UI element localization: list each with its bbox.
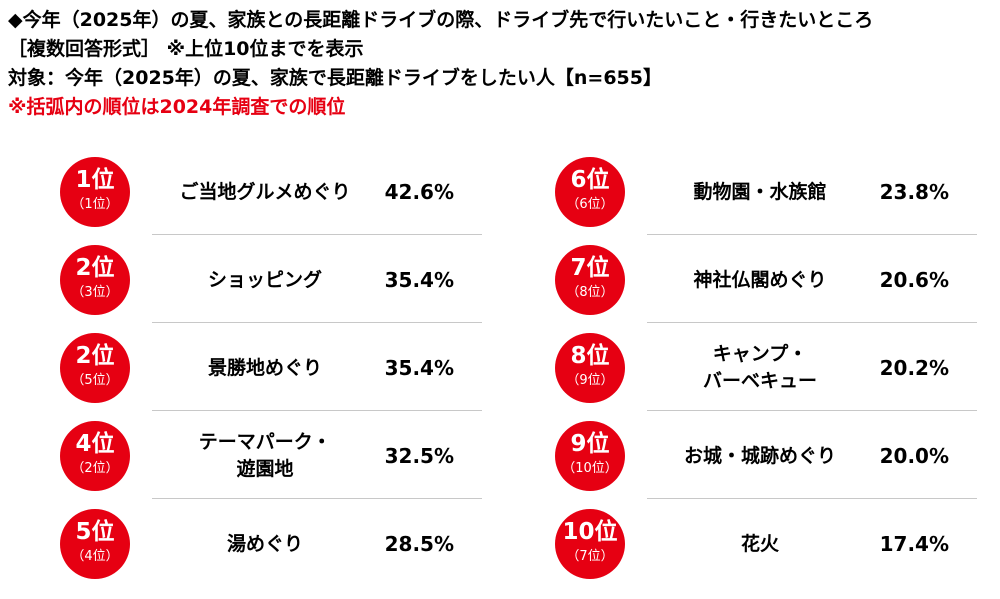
previous-rank-label: （6位） [566,197,614,212]
row-divider [152,234,482,235]
item-percentage: 32.5% [384,444,454,468]
item-percentage: 35.4% [384,356,454,380]
item-percentage: 20.6% [879,268,949,292]
row-divider [647,234,977,235]
rank-badge: 6位 （6位） [555,157,625,227]
ranking-row: 5位 （4位） 湯めぐり 28.5% [60,509,500,597]
rank-label: 2位 [75,255,115,281]
ranking-row: 7位 （8位） 神社仏閣めぐり 20.6% [555,245,995,333]
rank-badge: 5位 （4位） [60,509,130,579]
rank-label: 7位 [570,255,610,281]
item-percentage: 17.4% [879,532,949,556]
rank-label: 5位 [75,519,115,545]
item-percentage: 20.0% [879,444,949,468]
previous-rank-label: （2位） [71,461,119,476]
ranking-row: 10位 （7位） 花火 17.4% [555,509,995,597]
item-name: 湯めぐり [160,509,370,579]
ranking-row: 9位 （10位） お城・城跡めぐり 20.0% [555,421,995,509]
item-name: ご当地グルメめぐり [160,157,370,227]
rank-label: 8位 [570,343,610,369]
rank-badge: 2位 （5位） [60,333,130,403]
item-name-line: 花火 [740,532,779,555]
chart-header: ◆今年（2025年）の夏、家族との長距離ドライブの際、ドライブ先で行いたいこと・… [8,6,873,122]
item-name-line: 動物園・水族館 [693,180,827,203]
item-name-line: ショッピング [207,268,322,291]
previous-rank-label: （1位） [71,197,119,212]
row-divider [152,322,482,323]
item-percentage: 28.5% [384,532,454,556]
rank-label: 4位 [75,431,115,457]
ranking-note: ※括弧内の順位は2024年調査での順位 [8,96,346,118]
row-divider [152,498,482,499]
rank-label: 10位 [562,519,618,545]
item-percentage: 42.6% [384,180,454,204]
rank-badge: 4位 （2位） [60,421,130,491]
ranking-row: 4位 （2位） テーマパーク・ 遊園地 32.5% [60,421,500,509]
previous-rank-label: （3位） [71,285,119,300]
previous-rank-label: （10位） [562,461,618,476]
item-percentage: 35.4% [384,268,454,292]
rank-label: 9位 [570,431,610,457]
rank-badge: 9位 （10位） [555,421,625,491]
rank-badge: 1位 （1位） [60,157,130,227]
item-name: テーマパーク・ 遊園地 [160,421,370,491]
item-name-line: 湯めぐり [226,532,303,555]
previous-rank-label: （5位） [71,373,119,388]
target-line: 対象：今年（2025年）の夏、家族で長距離ドライブをしたい人【n=655】 [8,67,662,89]
previous-rank-label: （4位） [71,549,119,564]
rank-badge: 8位 （9位） [555,333,625,403]
previous-rank-label: （8位） [566,285,614,300]
chart-title: ◆今年（2025年）の夏、家族との長距離ドライブの際、ドライブ先で行いたいこと・… [8,9,874,31]
item-name: ショッピング [160,245,370,315]
ranking-row: 1位 （1位） ご当地グルメめぐり 42.6% [60,157,500,245]
item-name-line: キャンプ・ [712,343,808,365]
ranking-row: 2位 （5位） 景勝地めぐり 35.4% [60,333,500,421]
ranking-row: 2位 （3位） ショッピング 35.4% [60,245,500,333]
rank-label: 1位 [75,167,115,193]
item-name: お城・城跡めぐり [655,421,865,491]
item-name: 景勝地めぐり [160,333,370,403]
item-name-line: 神社仏閣めぐり [693,268,827,291]
chart-subtitle: ［複数回答形式］ ※上位10位までを表示 [8,38,364,60]
item-name: 動物園・水族館 [655,157,865,227]
item-name-line: お城・城跡めぐり [683,444,836,467]
item-name-line: 景勝地めぐり [207,356,322,379]
item-name: キャンプ・バーベキュー [655,333,865,403]
previous-rank-label: （7位） [566,549,614,564]
rank-label: 2位 [75,343,115,369]
previous-rank-label: （9位） [566,373,614,388]
ranking-column-right: 6位 （6位） 動物園・水族館 23.8% 7位 （8位） 神社仏閣めぐり 20.6% 8位 （9… [555,157,995,597]
ranking-column-left: 1位 （1位） ご当地グルメめぐり 42.6% 2位 （3位） ショッピング 35.4% 2位 （… [60,157,500,597]
item-percentage: 23.8% [879,180,949,204]
ranking-row: 8位 （9位） キャンプ・バーベキュー 20.2% [555,333,995,421]
rank-badge: 10位 （7位） [555,509,625,579]
rank-label: 6位 [570,167,610,193]
item-name-line: バーベキュー [702,370,817,392]
row-divider [152,410,482,411]
rank-badge: 7位 （8位） [555,245,625,315]
item-name: 神社仏閣めぐり [655,245,865,315]
item-name-line: テーマパーク・ [198,431,332,453]
row-divider [647,498,977,499]
row-divider [647,322,977,323]
item-name: 花火 [655,509,865,579]
item-percentage: 20.2% [879,356,949,380]
item-name-line: ご当地グルメめぐり [179,180,351,203]
item-name-line: 遊園地 [236,458,294,480]
row-divider [647,410,977,411]
ranking-row: 6位 （6位） 動物園・水族館 23.8% [555,157,995,245]
rank-badge: 2位 （3位） [60,245,130,315]
